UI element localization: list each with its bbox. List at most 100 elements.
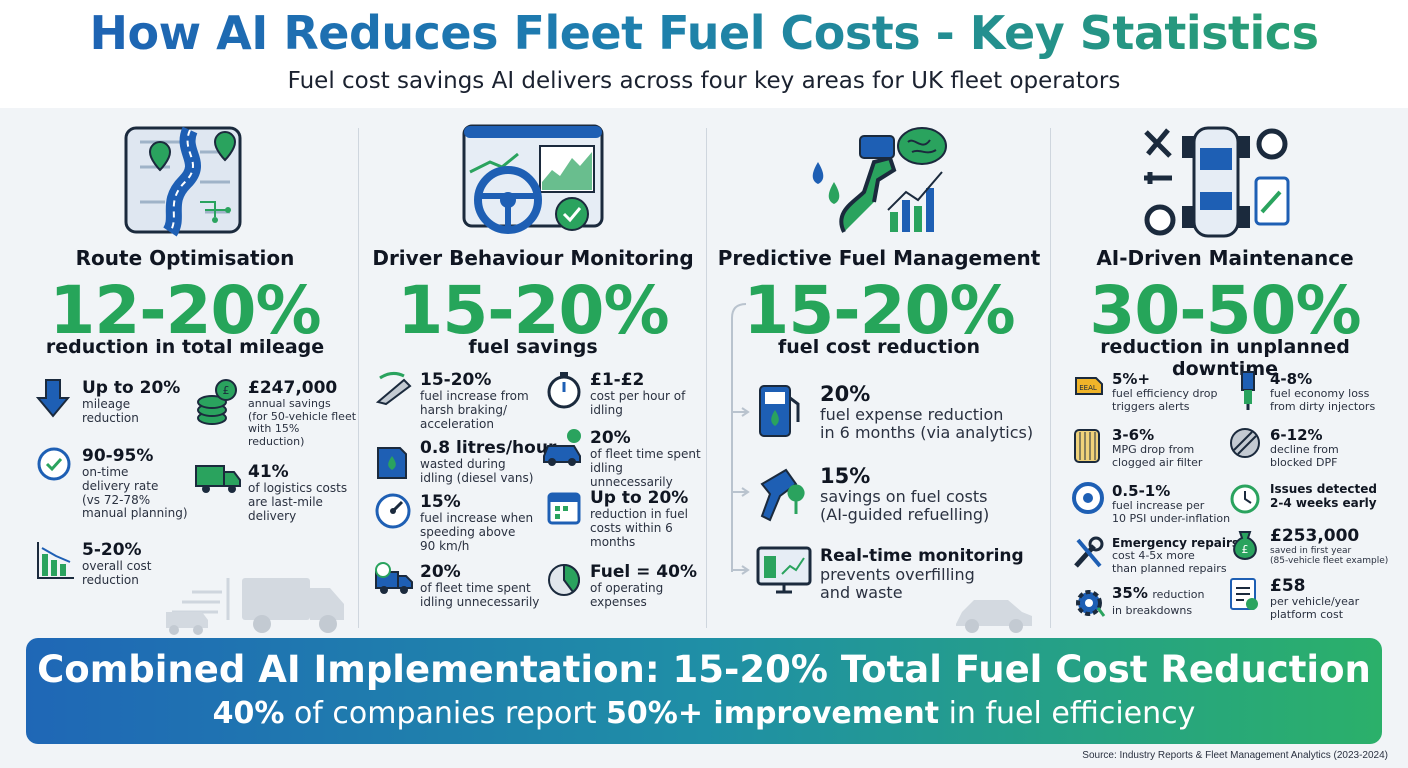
headline-caption: reduction in total mileage [45, 336, 325, 358]
headline-stat: 12-20% [49, 272, 321, 349]
stat-value: Real-time monitoring [820, 546, 1024, 566]
stat-desc: reduction in breakdowns [1112, 588, 1205, 617]
header: How AI Reduces Fleet Fuel Costs - Key St… [0, 0, 1408, 108]
clock-refresh-icon [1230, 484, 1260, 514]
stat-value: Up to 20% [82, 378, 181, 398]
stat-value: £253,000 [1270, 526, 1360, 546]
stat-item: Up to 20% reduction in fuel costs within… [546, 488, 706, 549]
stat-item: 90-95% on-time delivery rate (vs 72-78% … [36, 446, 196, 521]
stat-item: 0.8 litres/hour wasted during idling (di… [374, 438, 557, 486]
stat-desc: reduction in fuel costs within 6 months [590, 507, 688, 549]
stat-value: 0.8 litres/hour [420, 438, 557, 458]
page-subtitle: Fuel cost savings AI delivers across fou… [287, 68, 1121, 94]
stat-item: 20% of fleet time spent idling unnecessa… [540, 428, 706, 489]
stat-desc: overall cost reduction [82, 559, 152, 587]
stat-desc: wasted during idling (diesel vans) [420, 457, 534, 485]
stat-value: 35% [1112, 584, 1148, 602]
headline-stat: 15-20% [743, 272, 1015, 349]
stat-item: 5-20% overall cost reduction [36, 540, 196, 588]
stat-value: 15% [820, 464, 871, 488]
stat-item: Up to 20% mileage reduction [36, 378, 186, 426]
car-illustration [956, 600, 1032, 633]
column-ai-maintenance: AI-Driven Maintenance 30-50% reduction i… [1052, 112, 1398, 632]
gear-down-icon [1076, 590, 1106, 617]
invoice-icon [1230, 578, 1258, 610]
stat-desc: prevents overfilling and waste [820, 565, 975, 603]
delivery-truck-icon [195, 465, 241, 493]
bracket-connector [731, 303, 750, 575]
stat-value: Emergency repairs [1112, 536, 1240, 550]
column-route-optimisation: Route Optimisation 12-20% reduction in t… [12, 112, 358, 635]
stat-value: 20% [420, 562, 461, 582]
stat-item: 15% fuel increase when speeding above 90… [374, 492, 544, 553]
car-clock-icon [543, 429, 581, 466]
stat-value: 5-20% [82, 540, 142, 560]
stat-item: £ £253,000 saved in first year (85-vehic… [1228, 526, 1398, 567]
stat-desc: on-time delivery rate (vs 72-78% manual … [82, 465, 188, 521]
page-title: How AI Reduces Fleet Fuel Costs - Key St… [0, 6, 1408, 60]
stat-desc: annual savings (for 50-vehicle fleet wit… [248, 397, 357, 448]
svg-text:£: £ [1242, 543, 1249, 556]
clock-check-icon [37, 447, 71, 481]
stat-desc: fuel economy loss from dirty injectors [1270, 387, 1376, 413]
coins-icon: £ [197, 379, 237, 425]
stat-value: 3-6% [1112, 426, 1155, 444]
summary-subline: 40% of companies report 50%+ improvement… [26, 696, 1382, 731]
summary-stat-a: 40% [212, 696, 285, 731]
stat-desc: of operating expenses [590, 581, 664, 609]
pedal-icon [375, 371, 412, 406]
column-divider [1050, 128, 1051, 628]
stat-desc: cost 4-5x more than planned repairs [1112, 549, 1227, 575]
stat-value: 41% [248, 462, 289, 482]
headline-stat: 30-50% [1089, 272, 1361, 349]
stat-item: 35% reduction in breakdowns [1072, 586, 1232, 618]
truck-clock-icon [375, 562, 413, 594]
stat-item: Issues detected 2-4 weeks early [1228, 482, 1398, 514]
tyre-icon [1072, 482, 1104, 514]
stat-item: EEAL 5%+ fuel efficiency drop triggers a… [1072, 370, 1234, 413]
stat-desc: of logistics costs are last-mile deliver… [248, 481, 348, 523]
stat-item: 0.5-1% fuel increase per 10 PSI under-in… [1072, 482, 1240, 525]
column-driver-behaviour: Driver Behaviour Monitoring 15-20% fuel … [360, 112, 706, 632]
stat-value: £247,000 [248, 378, 338, 398]
stat-desc: decline from blocked DPF [1270, 443, 1339, 469]
fuel-can-icon [377, 447, 407, 479]
stat-item: 4-8% fuel economy loss from dirty inject… [1236, 370, 1398, 413]
stat-value: 20% [590, 428, 631, 448]
summary-text-b: of companies report [284, 696, 607, 731]
fuel-nozzle-icon [760, 468, 805, 522]
headline-stat: 15-20% [397, 272, 669, 349]
down-arrow-icon [36, 379, 70, 418]
stat-desc: cost per hour of idling [590, 389, 686, 417]
headline-caption: fuel cost reduction [778, 336, 980, 358]
stat-desc: saved in first year (85-vehicle fleet ex… [1270, 546, 1389, 567]
stat-desc: MPG drop from clogged air filter [1112, 443, 1203, 469]
stat-value: 90-95% [82, 446, 154, 466]
bar-chart-down-icon [37, 542, 74, 579]
summary-banner: Combined AI Implementation: 15-20% Total… [26, 638, 1382, 744]
stat-value: Fuel = 40% [590, 562, 697, 582]
stat-value: 0.5-1% [1112, 482, 1171, 500]
stat-value: 4-8% [1270, 370, 1313, 388]
monitor-icon [756, 546, 812, 594]
column-predictive-fuel: Predictive Fuel Management 15-20% fuel c… [708, 112, 1050, 633]
stat-desc: fuel increase when speeding above 90 km/… [420, 511, 534, 553]
speedometer-icon [375, 493, 411, 529]
truck-illustration [166, 578, 344, 635]
stat-item: 15-20% fuel increase from harsh braking/… [374, 370, 544, 431]
stat-item: 20% of fleet time spent idling unnecessa… [374, 562, 544, 610]
stat-item: £1-£2 cost per hour of idling [546, 370, 706, 418]
money-bag-icon: £ [1233, 531, 1257, 561]
stat-desc: savings on fuel costs (AI-guided refuell… [820, 487, 990, 525]
vehicle-tools-icon [1144, 126, 1290, 238]
column-title: Route Optimisation [75, 246, 295, 270]
svg-text:£: £ [223, 384, 230, 397]
stat-desc: 2-4 weeks early [1270, 496, 1377, 510]
stat-item: Emergency repairs cost 4-5x more than pl… [1072, 536, 1248, 575]
stopwatch-icon [547, 372, 581, 409]
column-title: Driver Behaviour Monitoring [372, 246, 694, 270]
injector-icon [1241, 371, 1255, 410]
stat-value: £58 [1270, 576, 1306, 596]
stat-item: Real-time monitoring prevents overfillin… [756, 546, 1046, 603]
stat-item: £ £247,000 annual savings (for 50-vehicl… [194, 378, 358, 449]
